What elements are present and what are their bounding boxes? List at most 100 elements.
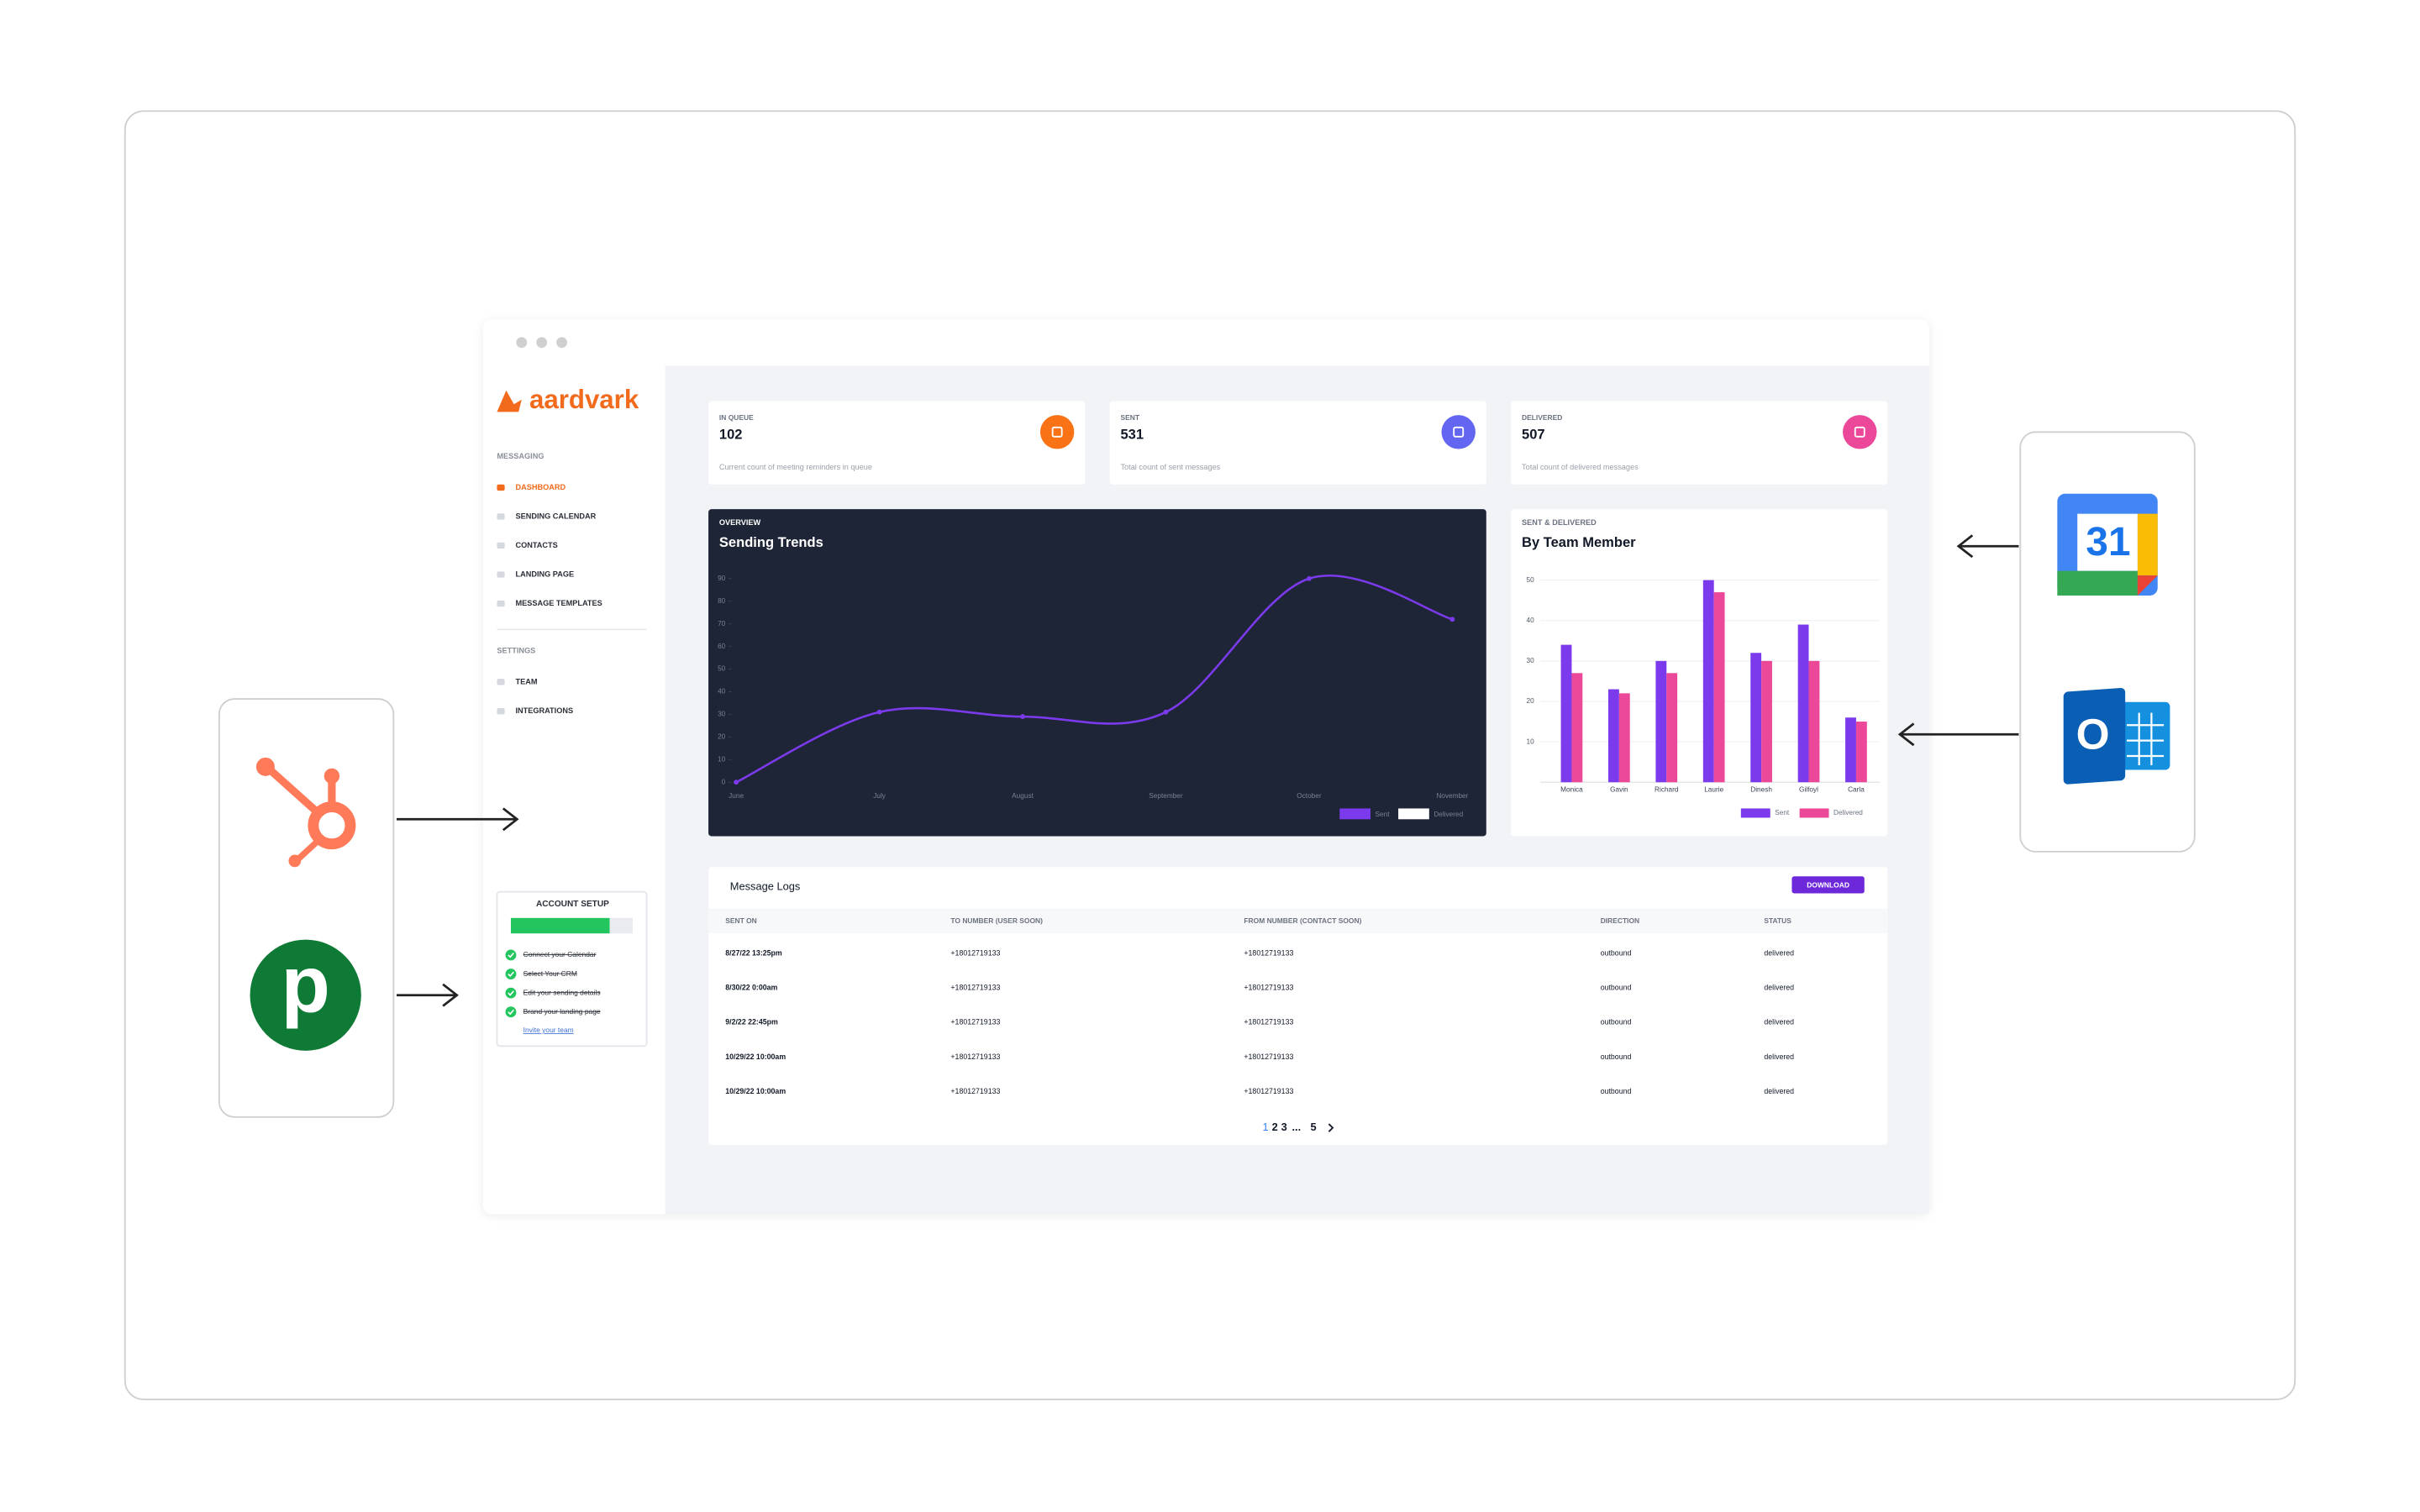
legend-swatch: [1339, 808, 1371, 820]
x-tick-label: Gilfoyl: [1799, 786, 1818, 794]
task: Brand your landing page: [523, 1007, 601, 1016]
check-mark: [508, 1009, 514, 1016]
nav-item: LANDING PAGE: [515, 570, 574, 578]
page-link[interactable]: 2: [1272, 1121, 1278, 1133]
legend-label: Delivered: [1434, 811, 1463, 818]
check-mark: [508, 990, 514, 996]
page-link[interactable]: 3: [1281, 1121, 1287, 1133]
stat-label: DELIVERED: [1522, 413, 1562, 422]
table-cell: +18012719133: [950, 1087, 1000, 1095]
table-cell: +18012719133: [1244, 948, 1293, 957]
y-tick-label: 30: [718, 711, 726, 718]
task-check: [505, 987, 517, 999]
window-dot: [516, 337, 528, 349]
stat-value: 102: [719, 426, 743, 442]
page-link[interactable]: ...: [1292, 1121, 1301, 1133]
stat-icon: [1039, 415, 1075, 449]
y-tick-label: 70: [718, 620, 726, 627]
account-setup-title: ACCOUNT SETUP: [536, 900, 609, 909]
bar: [1713, 592, 1725, 783]
y-tick-label: 20: [1527, 697, 1535, 705]
nav-icon: [497, 484, 505, 491]
bar: [1808, 660, 1820, 783]
aardvark-icon: [497, 390, 522, 412]
bar: [1560, 644, 1572, 783]
y-tick-label: 10: [1527, 738, 1535, 745]
table-cell: outbound: [1601, 1018, 1632, 1026]
x-tick-label: Carla: [1848, 786, 1865, 794]
column-header: TO NUMBER (USER SOON): [950, 916, 1043, 925]
task: Select Your CRM: [523, 969, 577, 978]
chart-panel: [1511, 509, 1888, 837]
stat-label: SENT: [1120, 413, 1139, 422]
page-link[interactable]: 5: [1310, 1121, 1316, 1133]
window-dot: [556, 337, 567, 349]
table-cell: +18012719133: [950, 1053, 1000, 1061]
task-check: [505, 969, 517, 979]
trend-point: [1449, 617, 1455, 622]
trend-point: [734, 780, 739, 785]
legend-label: Sent: [1376, 811, 1391, 818]
x-tick-label: Monica: [1560, 786, 1583, 794]
bar: [1761, 660, 1772, 783]
table-cell: delivered: [1764, 1053, 1794, 1061]
bar: [1702, 580, 1714, 783]
download-button[interactable]: [1791, 876, 1865, 894]
legend-label: Sent: [1775, 809, 1790, 816]
bar: [1618, 693, 1630, 783]
table-cell: +18012719133: [1244, 1053, 1293, 1061]
table-cell: 8/30/22 0:00am: [725, 984, 777, 992]
table-cell: delivered: [1764, 948, 1794, 957]
legend-swatch: [1740, 808, 1770, 818]
outlook-glyph: O: [2076, 710, 2110, 759]
table-panel: [708, 867, 1888, 1145]
table-cell: delivered: [1764, 1087, 1794, 1095]
column-header: SENT ON: [725, 916, 757, 925]
trend-line: [735, 574, 1453, 784]
bar: [1845, 717, 1856, 783]
nav-item: DASHBOARD: [515, 483, 566, 491]
table-header-bg: [708, 908, 1888, 934]
column-header: DIRECTION: [1601, 916, 1639, 925]
section-title: SETTINGS: [497, 647, 535, 655]
y-tick-label: 20: [718, 733, 726, 741]
table-cell: 10/29/22 10:00am: [725, 1053, 786, 1061]
nav-icon: [497, 571, 505, 578]
column-header: FROM NUMBER (CONTACT SOON): [1244, 916, 1361, 925]
table-cell: +18012719133: [950, 984, 1000, 992]
next-page[interactable]: [1328, 1123, 1334, 1132]
bar: [1750, 653, 1762, 783]
pipedrive-glyph: p: [281, 940, 330, 1029]
bar: [1608, 689, 1619, 783]
chart-label: SENT & DELIVERED: [1522, 518, 1597, 527]
trend-point: [1163, 709, 1169, 715]
stat-icon-glyph: [1051, 426, 1063, 438]
invite-link: Invite your team: [523, 1026, 574, 1034]
chart-label: OVERVIEW: [719, 518, 761, 527]
table-cell: 10/29/22 10:00am: [725, 1087, 786, 1095]
arrows-right: [1897, 534, 2019, 747]
logo-text: aardvark: [529, 385, 639, 414]
download-label: DOWNLOAD: [1807, 881, 1849, 890]
bar: [1666, 673, 1678, 783]
stat-icon-glyph: [1854, 426, 1865, 438]
bar: [1855, 722, 1867, 783]
y-tick-label: 0: [722, 778, 726, 785]
table-cell: +18012719133: [1244, 1087, 1293, 1095]
stat-card: [1511, 401, 1888, 485]
table-cell: outbound: [1601, 1087, 1632, 1095]
table-cell: delivered: [1764, 984, 1794, 992]
section-title: MESSAGING: [497, 452, 544, 460]
nav-icon: [497, 513, 505, 520]
nav-icon: [497, 542, 505, 549]
table-cell: outbound: [1601, 948, 1632, 957]
page-link[interactable]: 1: [1263, 1121, 1269, 1133]
hubspot-logo: [255, 757, 356, 868]
task-check: [505, 949, 517, 961]
stat-icon: [1843, 415, 1877, 449]
stat-value: 531: [1120, 426, 1144, 442]
stat-label: IN QUEUE: [719, 413, 754, 422]
bar: [1797, 624, 1809, 783]
table-cell: +18012719133: [1244, 984, 1293, 992]
